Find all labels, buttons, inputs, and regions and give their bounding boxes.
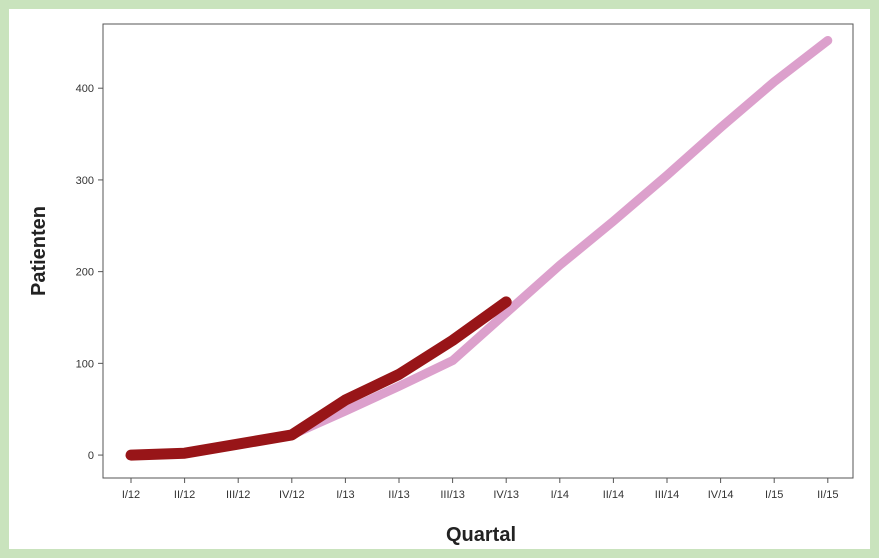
y-tick-label: 300: [76, 175, 94, 187]
x-axis-title: Quartal: [446, 524, 516, 546]
x-tick-label: II/14: [603, 489, 624, 501]
x-tick-label: IV/13: [493, 489, 519, 501]
y-tick-label: 400: [76, 83, 94, 95]
y-axis-title: Patienten: [28, 206, 50, 296]
x-tick-label: I/14: [551, 489, 569, 501]
x-tick-label: II/13: [388, 489, 409, 501]
x-tick-label: I/12: [122, 489, 140, 501]
series-layer: [125, 36, 833, 461]
plot-area: [102, 23, 854, 479]
x-tick-label: I/13: [336, 489, 354, 501]
x-tick-label: IV/14: [708, 489, 734, 501]
y-tick-label: 200: [76, 267, 94, 279]
x-tick-label: III/13: [440, 489, 464, 501]
x-tick-label: III/14: [655, 489, 679, 501]
x-axis: I/12 II/12 III/12 IV/12 I/13 II/13 III/13 IV/13…: [122, 478, 839, 501]
y-tick-label: 100: [76, 358, 94, 370]
y-axis: 0 100 200 300 400: [76, 83, 103, 462]
y-tick-label: 0: [88, 450, 94, 462]
x-tick-label: IV/12: [279, 489, 305, 501]
x-tick-label: II/15: [817, 489, 838, 501]
x-tick-label: I/15: [765, 489, 783, 501]
x-tick-label: III/12: [226, 489, 250, 501]
x-tick-label: II/12: [174, 489, 195, 501]
series-line-2: [125, 296, 512, 461]
